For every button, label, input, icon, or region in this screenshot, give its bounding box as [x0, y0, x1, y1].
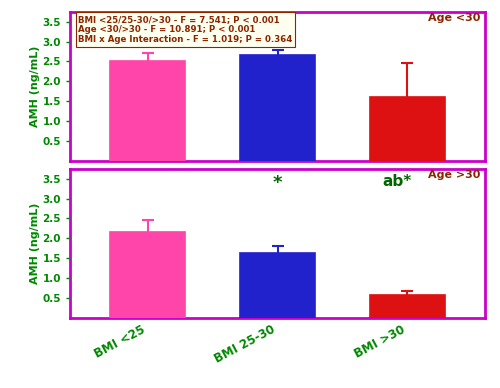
- Y-axis label: AMH (ng/mL): AMH (ng/mL): [30, 203, 40, 284]
- Bar: [370, 295, 445, 318]
- Bar: [240, 253, 315, 318]
- Text: Age <30: Age <30: [428, 13, 481, 23]
- Text: ab*: ab*: [382, 174, 412, 189]
- Bar: [110, 232, 186, 318]
- Bar: [370, 97, 445, 161]
- Text: *: *: [273, 174, 282, 192]
- Y-axis label: AMH (ng/mL): AMH (ng/mL): [30, 46, 40, 127]
- Text: Age >30: Age >30: [428, 170, 481, 180]
- Text: BMI <25/25-30/>30 - F = 7.541; P < 0.001
Age <30/>30 - F = 10.891; P < 0.001
BMI: BMI <25/25-30/>30 - F = 7.541; P < 0.001…: [78, 15, 292, 45]
- Bar: [110, 61, 186, 161]
- Bar: [240, 55, 315, 161]
